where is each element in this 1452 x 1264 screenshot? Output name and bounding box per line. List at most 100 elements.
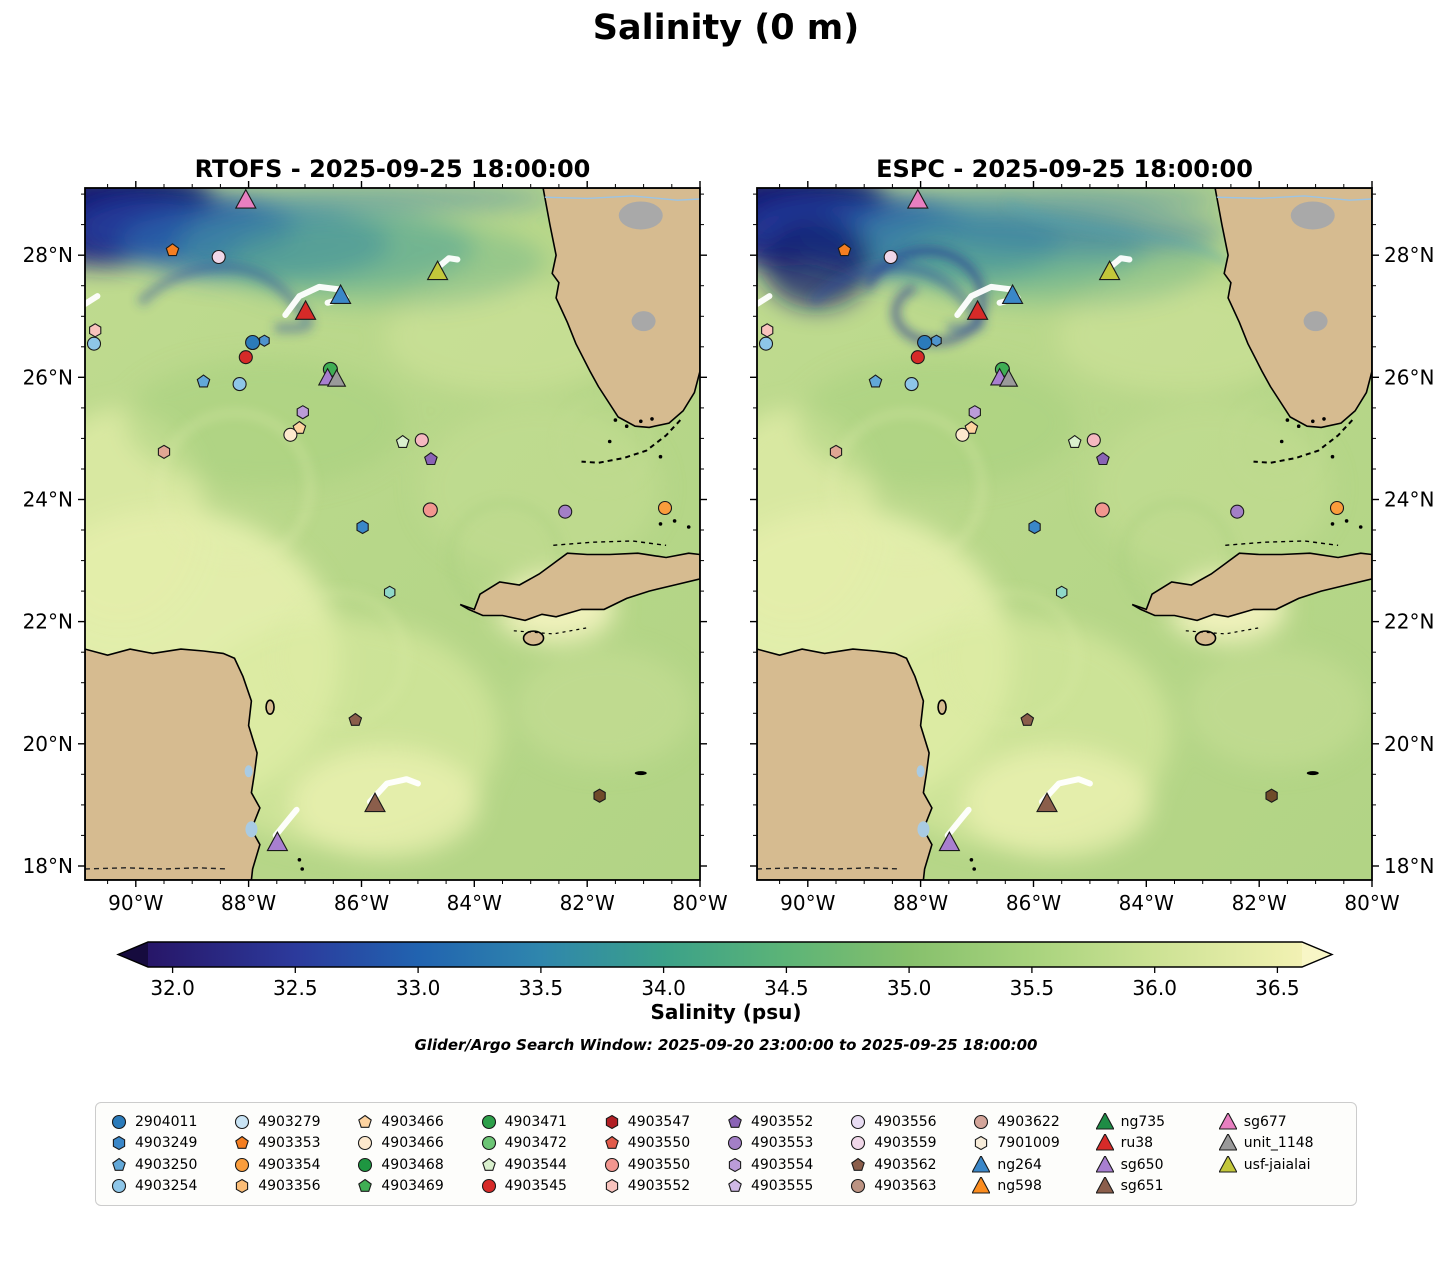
legend-marker-pentagon xyxy=(604,1136,619,1150)
colorbar-tick-label: 35.5 xyxy=(1010,976,1055,1000)
colorbar-tip-left xyxy=(118,942,148,967)
colorbar: 32.0 32.5 33.0 33.5 34.0 34.5 35.0 35.5 36.0 36.5 xyxy=(116,941,1334,1004)
eddy-rings xyxy=(136,262,653,727)
marker-triangle xyxy=(329,283,352,304)
legend-item: 4903552 xyxy=(726,1113,849,1131)
legend-label: 4903545 xyxy=(504,1178,567,1195)
legend-marker-circle xyxy=(851,1136,866,1151)
marker-hexagon xyxy=(259,334,270,347)
marker-circle xyxy=(917,334,933,351)
legend-marker-hexagon xyxy=(605,1114,618,1129)
legend-label: 4903547 xyxy=(627,1113,691,1130)
legend-label: usf-jaialai xyxy=(1243,1156,1311,1173)
legend-item: 4903622 xyxy=(972,1113,1095,1131)
islet-speck xyxy=(624,424,629,428)
marker-pentagon xyxy=(348,712,363,726)
legend-marker-hexagon xyxy=(236,1179,249,1194)
legend-marker-circle xyxy=(111,1114,127,1129)
marker-pentagon xyxy=(424,452,438,466)
axis-frame xyxy=(756,187,1373,881)
marker-hexagon xyxy=(296,405,309,420)
islet-speck xyxy=(300,867,304,871)
legend-marker-circle xyxy=(358,1157,373,1172)
legend-item: 4903562 xyxy=(849,1156,972,1174)
y-tick-label: 28°N xyxy=(1384,243,1434,267)
marker-circle xyxy=(974,1114,989,1129)
legend-item: 4903466 xyxy=(356,1134,479,1152)
y-tick-label: 22°N xyxy=(23,610,73,634)
marker-hexagon xyxy=(761,323,774,338)
marker-circle xyxy=(283,427,298,442)
colorbar-svg: 32.0 32.5 33.0 33.5 34.0 34.5 35.0 35.5 36.0 36.5 xyxy=(116,941,1334,1000)
legend-label: 4903472 xyxy=(504,1135,567,1152)
islet-speck xyxy=(972,867,976,871)
glider-track xyxy=(1038,776,1093,805)
marker-pentagon xyxy=(1020,712,1035,726)
legend-label: 4903468 xyxy=(381,1156,444,1173)
marker-circle xyxy=(358,1157,373,1172)
marker-triangle xyxy=(972,1177,991,1194)
islet-speck xyxy=(969,858,974,862)
legend-item: 4903254 xyxy=(110,1177,233,1195)
marker-pentagon xyxy=(196,374,211,388)
marker-hexagon xyxy=(968,405,981,420)
legend-label: sg650 xyxy=(1120,1156,1164,1173)
legend-item: 4903471 xyxy=(480,1113,603,1131)
marker-hexagon xyxy=(383,585,396,599)
legend-marker-pentagon xyxy=(112,1157,126,1171)
legend-item: 2904011 xyxy=(110,1113,233,1131)
florida-keys xyxy=(1253,419,1354,464)
map-rtofs: 90°W 88°W 86°W 84°W 82°W 80°W 18°N 20°N 22°N 24°N… xyxy=(23,181,728,915)
legend-marker-circle xyxy=(358,1136,373,1151)
coastal-lagoon xyxy=(245,821,258,838)
marker-circle xyxy=(1230,504,1245,519)
marker-hexagon xyxy=(975,1136,988,1151)
y-tick-label: 26°N xyxy=(23,365,73,389)
x-tick-label: 82°W xyxy=(1232,891,1287,915)
axis-ticks xyxy=(750,181,1379,887)
marker-circle xyxy=(851,1179,866,1194)
legend-label: 4903250 xyxy=(135,1156,198,1173)
marker-pentagon xyxy=(964,420,979,434)
islet-speck xyxy=(658,454,663,459)
colorbar-tick-label: 32.0 xyxy=(150,976,195,1000)
marker-triangle xyxy=(1095,1155,1114,1173)
markers xyxy=(86,188,673,852)
marker-triangle xyxy=(1098,260,1121,281)
legend-item: 4903550 xyxy=(603,1134,726,1152)
legend-label: 4903254 xyxy=(135,1178,198,1195)
legend-marker-circle xyxy=(851,1114,866,1129)
legend-marker-pentagon xyxy=(358,1114,373,1128)
marker-triangle xyxy=(972,1155,991,1173)
colorbar-body xyxy=(148,942,1302,967)
marker-circle xyxy=(851,1136,866,1151)
x-tick-label: 84°W xyxy=(447,891,502,915)
land-yucatan xyxy=(757,648,933,880)
glider-track xyxy=(1108,255,1133,270)
legend-marker-triangle xyxy=(972,1177,991,1194)
marker-triangle xyxy=(294,299,317,320)
islet-speck xyxy=(297,858,302,862)
legend-marker-hexagon xyxy=(605,1179,618,1194)
axis-frame xyxy=(84,187,701,881)
marker-triangle xyxy=(1095,1134,1114,1151)
marker-triangle xyxy=(1218,1112,1237,1130)
legend-marker-triangle xyxy=(1218,1134,1237,1151)
marker-hexagon xyxy=(236,1179,249,1194)
legend-marker-hexagon xyxy=(728,1157,742,1172)
legend-item: 4903550 xyxy=(603,1156,726,1174)
islet-speck xyxy=(1279,439,1284,444)
legend-label: 4903550 xyxy=(627,1135,691,1152)
y-tick-label: 26°N xyxy=(1384,365,1434,389)
marker-circle xyxy=(481,1179,496,1194)
lake-okeechobee xyxy=(1303,311,1328,332)
marker-triangle xyxy=(1095,1112,1114,1130)
glider-track xyxy=(436,255,461,270)
marker-triangle xyxy=(234,188,257,209)
cuba-cays xyxy=(553,540,667,546)
legend-item: 4903554 xyxy=(726,1156,849,1174)
legend-item: 4903555 xyxy=(726,1177,849,1195)
marker-triangle xyxy=(1218,1155,1237,1173)
marker-hexagon xyxy=(89,323,102,338)
marker-pentagon xyxy=(235,1136,250,1150)
